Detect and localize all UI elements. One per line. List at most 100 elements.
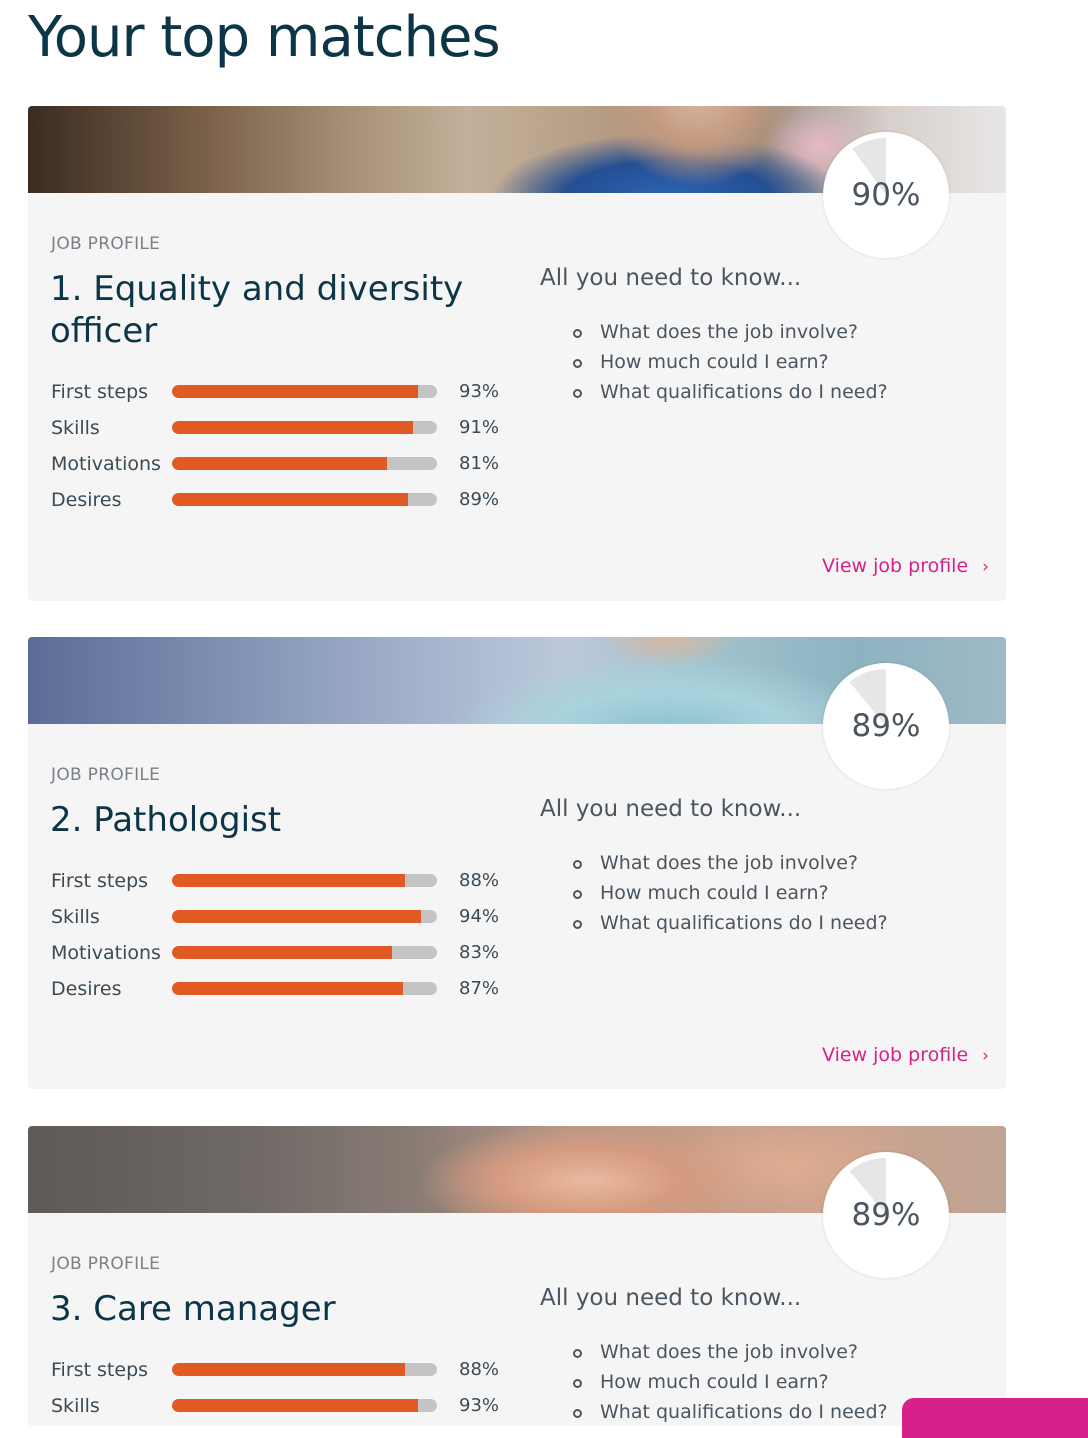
match-scores: First steps 93% Skills 91% Motivations 8… [51, 380, 511, 524]
know-item-text: How much could I earn? [600, 1371, 829, 1393]
know-list: What does the job involve? How much coul… [540, 320, 888, 410]
know-item-text: What does the job involve? [600, 852, 858, 874]
view-job-profile-link[interactable]: View job profile › [822, 555, 989, 577]
bullet-circle-icon [573, 890, 582, 899]
know-list-item: What does the job involve? [540, 851, 888, 881]
score-bar [172, 874, 437, 887]
match-progress-ring [852, 138, 886, 195]
bullet-circle-icon [573, 359, 582, 368]
view-job-profile-label: View job profile [822, 555, 969, 577]
score-value: 94% [459, 906, 500, 927]
know-list: What does the job involve? How much coul… [540, 1340, 888, 1426]
score-bar [172, 457, 437, 470]
job-profile-kicker: JOB PROFILE [51, 234, 161, 254]
job-title[interactable]: 2. Pathologist [50, 800, 282, 840]
score-bar [172, 1399, 437, 1412]
match-remainder-wedge [849, 669, 886, 726]
score-label: Motivations [51, 942, 161, 964]
bullet-circle-icon [573, 1409, 582, 1418]
score-bar-fill [172, 1399, 419, 1412]
score-bar [172, 910, 437, 923]
score-label: First steps [51, 1359, 149, 1381]
know-list-item: How much could I earn? [540, 1370, 888, 1400]
match-percentage-badge: 89% [823, 663, 949, 789]
bullet-circle-icon [573, 920, 582, 929]
know-item-text: What qualifications do I need? [600, 912, 888, 934]
score-bar-fill [172, 1363, 406, 1376]
match-percent-text: 89% [851, 1197, 921, 1233]
know-item-text: How much could I earn? [600, 351, 829, 373]
score-value: 88% [459, 870, 500, 891]
know-item-text: What qualifications do I need? [600, 1401, 888, 1423]
know-heading: All you need to know... [540, 265, 802, 291]
score-bar-fill [172, 457, 387, 470]
score-value: 88% [459, 1359, 500, 1380]
chevron-right-icon: › [982, 1046, 989, 1066]
score-row: Skills 93% [51, 1394, 511, 1426]
view-job-profile-label: View job profile [822, 1044, 969, 1066]
page-title: Your top matches [28, 5, 501, 70]
match-scores: First steps 88% Skills 93% [51, 1358, 511, 1426]
know-list-item: How much could I earn? [540, 350, 888, 380]
know-list-item: How much could I earn? [540, 881, 888, 911]
score-label: Motivations [51, 453, 161, 475]
score-row: First steps 93% [51, 380, 511, 416]
job-title[interactable]: 3. Care manager [50, 1289, 336, 1329]
score-label: Skills [51, 417, 100, 439]
know-list-item: What does the job involve? [540, 320, 888, 350]
score-label: First steps [51, 381, 149, 403]
bullet-circle-icon [573, 860, 582, 869]
job-title[interactable]: 1. Equality and diversity officer [50, 269, 464, 351]
score-label: Skills [51, 906, 100, 928]
score-label: Desires [51, 978, 122, 1000]
score-row: Motivations 83% [51, 941, 511, 977]
know-item-text: What does the job involve? [600, 321, 858, 343]
score-row: Skills 91% [51, 416, 511, 452]
score-bar [172, 421, 437, 434]
score-value: 81% [459, 453, 500, 474]
score-bar-fill [172, 493, 408, 506]
know-list: What does the job involve? How much coul… [540, 851, 888, 941]
score-bar-fill [172, 946, 392, 959]
score-row: Desires 89% [51, 488, 511, 524]
score-row: Skills 94% [51, 905, 511, 941]
know-heading: All you need to know... [540, 1285, 802, 1311]
match-scores: First steps 88% Skills 94% Motivations 8… [51, 869, 511, 1013]
match-percent-text: 90% [851, 177, 921, 213]
view-job-profile-link[interactable]: View job profile › [822, 1044, 989, 1066]
score-bar-fill [172, 982, 403, 995]
know-item-text: What does the job involve? [600, 1341, 858, 1363]
score-bar [172, 493, 437, 506]
score-bar [172, 982, 437, 995]
score-bar [172, 385, 437, 398]
job-match-card: JOB PROFILE 3. Care manager First steps … [28, 1126, 1006, 1426]
know-list-item: What does the job involve? [540, 1340, 888, 1370]
match-progress-ring [849, 669, 886, 726]
score-value: 91% [459, 417, 500, 438]
score-value: 93% [459, 1395, 500, 1416]
score-row: First steps 88% [51, 869, 511, 905]
score-row: Motivations 81% [51, 452, 511, 488]
score-value: 93% [459, 381, 500, 402]
feedback-tab-button[interactable] [902, 1398, 1088, 1438]
match-percent-text: 89% [851, 708, 921, 744]
score-bar-fill [172, 910, 422, 923]
score-bar-fill [172, 874, 406, 887]
score-label: Skills [51, 1395, 100, 1417]
match-remainder-wedge [852, 138, 886, 195]
score-bar-fill [172, 421, 414, 434]
score-value: 83% [459, 942, 500, 963]
know-list-item: What qualifications do I need? [540, 911, 888, 941]
match-progress-ring [849, 1158, 886, 1215]
score-value: 87% [459, 978, 500, 999]
job-profile-kicker: JOB PROFILE [51, 765, 161, 785]
score-row: Desires 87% [51, 977, 511, 1013]
score-label: First steps [51, 870, 149, 892]
score-bar [172, 1363, 437, 1376]
bullet-circle-icon [573, 1349, 582, 1358]
bullet-circle-icon [573, 329, 582, 338]
know-list-item: What qualifications do I need? [540, 1400, 888, 1426]
job-profile-kicker: JOB PROFILE [51, 1254, 161, 1274]
know-list-item: What qualifications do I need? [540, 380, 888, 410]
match-percentage-badge: 89% [823, 1152, 949, 1278]
